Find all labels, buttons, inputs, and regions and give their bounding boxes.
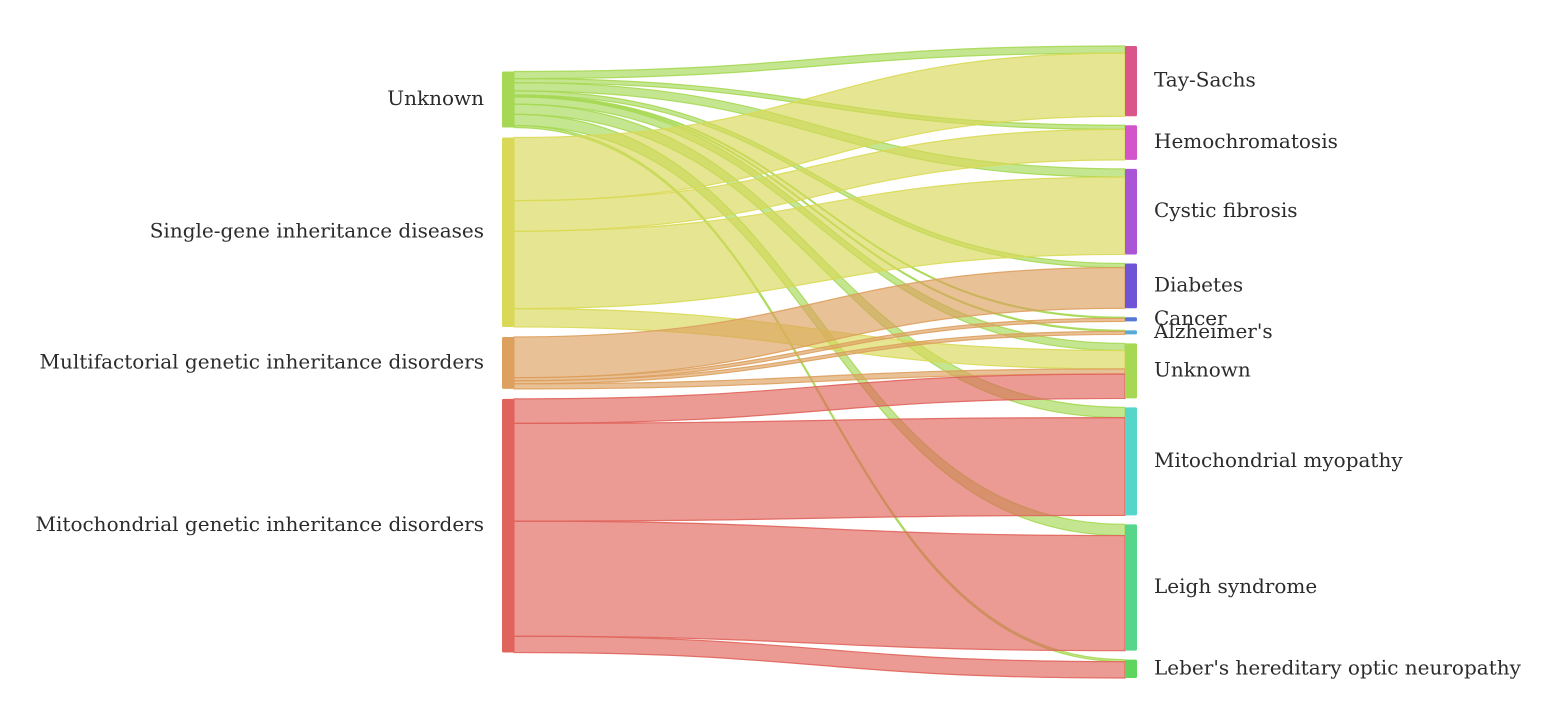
source-1-node[interactable] [502,137,514,327]
target-0-node[interactable] [1125,46,1137,117]
target-9-node[interactable] [1125,659,1137,678]
target-7-label: Mitochondrial myopathy [1154,448,1403,472]
source-3-node[interactable] [502,398,514,653]
target-4-node[interactable] [1125,317,1137,322]
source-1-label: Single-gene inheritance diseases [150,219,484,243]
target-2-node[interactable] [1125,168,1137,255]
target-0-label: Tay-Sachs [1154,68,1256,92]
target-6-node[interactable] [1125,343,1137,399]
target-6-label: Unknown [1154,357,1251,381]
sankey-link [513,317,1126,382]
sankey-link [513,176,1126,310]
sankey-links [513,45,1126,679]
target-3-label: Diabetes [1154,272,1243,296]
target-3-node[interactable] [1125,263,1137,309]
source-0-label: Unknown [387,86,484,110]
target-5-node[interactable] [1125,330,1137,335]
source-2-label: Multifactorial genetic inheritance disor… [40,349,485,373]
target-8-label: Leigh syndrome [1154,574,1317,598]
source-2-node[interactable] [502,336,514,389]
target-1-node[interactable] [1125,125,1137,160]
sankey-link [513,52,1126,202]
sankey-nodes [502,46,1137,678]
sankey-link [513,373,1126,424]
sankey-link [513,330,1126,385]
sankey-link [513,266,1126,379]
target-8-node[interactable] [1125,524,1137,651]
target-1-label: Hemochromatosis [1154,129,1338,153]
target-9-label: Leber's hereditary optic neuropathy [1154,655,1522,679]
source-0-node[interactable] [502,71,514,128]
sankey-link [513,635,1126,679]
target-7-node[interactable] [1125,407,1137,516]
target-4-label: Cancer [1154,306,1227,330]
source-3-label: Mitochondrial genetic inheritance disord… [36,512,484,536]
target-5-label: Alzheimer's [1153,319,1273,343]
sankey-labels: Unknown Single-gene inheritance diseases M… [36,68,1522,680]
sankey-link [513,128,1126,232]
target-2-label: Cystic fibrosis [1154,198,1298,222]
sankey-link [513,417,1126,522]
sankey-link [513,520,1126,652]
